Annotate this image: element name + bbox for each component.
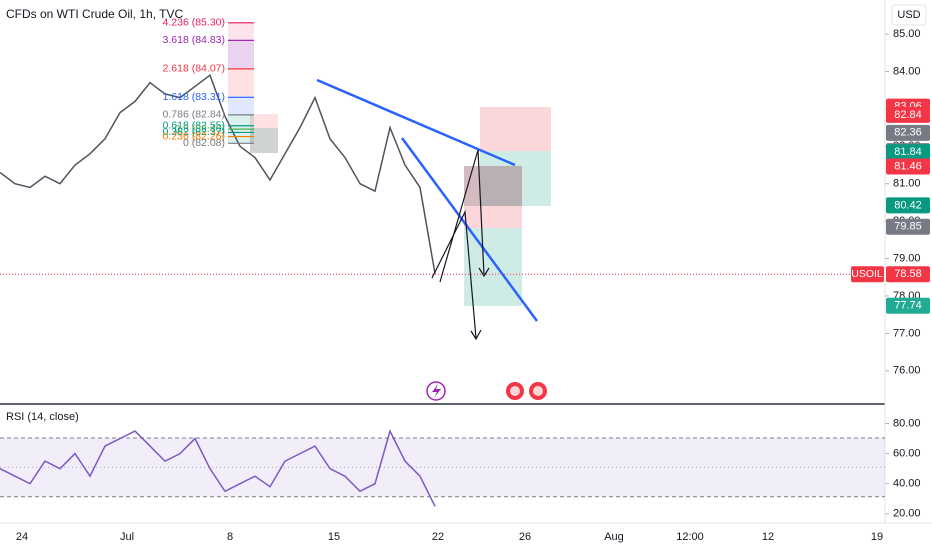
fib-zone: [228, 40, 254, 68]
chart-title: CFDs on WTI Crude Oil, 1h, TVC: [6, 7, 183, 21]
fib-zone: [228, 22, 254, 40]
fib-label: 0 (82.08): [183, 137, 225, 149]
target-zone: [480, 151, 551, 206]
price-tag-label: 80.42: [894, 199, 922, 211]
fib-label: 2.618 (84.07): [163, 63, 225, 75]
fib-label: 3.618 (84.83): [163, 34, 225, 46]
x-tick-label: 15: [328, 531, 340, 543]
fib-label: 1.618 (83.31): [163, 91, 225, 103]
fib-label: 0.382 (82.37): [163, 126, 225, 138]
price-tag: [886, 144, 930, 161]
event-icon: [533, 386, 543, 396]
price-tag-label: 81.46: [894, 160, 922, 172]
fib-zone: [228, 96, 254, 114]
target-zone: [464, 228, 522, 306]
x-tick-label: 24: [16, 531, 28, 543]
event-icon: [432, 384, 441, 398]
arrow-path: [431, 209, 477, 339]
fib-label: 0.236 (82.26): [163, 130, 225, 142]
x-tick-label: 12: [762, 531, 774, 543]
stop-zone: [480, 107, 551, 151]
x-tick-label: 19: [871, 531, 883, 543]
rsi-line: [0, 428, 436, 507]
y-tick-label: 60.00: [893, 448, 921, 460]
price-tag-label: 78.58: [894, 268, 922, 280]
price-tag: [886, 158, 930, 175]
currency: USD: [897, 9, 920, 21]
event-icon: [510, 386, 520, 396]
x-tick-label: Aug: [604, 531, 624, 543]
x-tick-label: 22: [432, 531, 444, 543]
y-tick-label: 77.00: [893, 327, 921, 339]
stop-zone: [464, 166, 522, 228]
fib-label: 0.5 (82.46): [174, 123, 225, 135]
price-line: [0, 74, 436, 274]
y-tick-label: 76.00: [893, 365, 921, 377]
price-tag-label: 77.74: [894, 300, 922, 312]
price-tag-label: 81.84: [894, 146, 922, 158]
price-tag-label: 82.36: [894, 127, 922, 139]
y-tick-label: 81.00: [893, 178, 921, 190]
target-zone: [250, 128, 278, 153]
fib-label: 4.236 (85.30): [163, 17, 225, 29]
currency-button[interactable]: [891, 4, 927, 26]
price-tag-label: 79.85: [894, 221, 922, 233]
rsi-title: RSI (14, close): [6, 411, 79, 423]
price-tag: [886, 106, 930, 123]
y-tick-label: 40.00: [893, 478, 921, 490]
arrow-head: [470, 329, 482, 341]
y-tick-label: 85.00: [893, 28, 921, 40]
price-tag-label: 82.84: [894, 109, 922, 121]
x-tick-label: 8: [227, 531, 233, 543]
y-tick-label: 84.00: [893, 65, 921, 77]
y-tick-label: 79.00: [893, 252, 921, 264]
price-tag: [886, 218, 930, 235]
stop-zone: [250, 114, 278, 153]
x-tick-label: Jul: [120, 531, 134, 543]
price-tag: [886, 297, 930, 314]
price-tag: [886, 197, 930, 214]
arrow-head: [478, 267, 490, 278]
fib-label: 0.786 (82.84): [163, 109, 225, 121]
trend-line: [316, 78, 516, 167]
price-tag: [886, 124, 930, 141]
x-tick-label: 12:00: [676, 531, 704, 543]
rsi-band: [0, 438, 885, 497]
stop-zone: [464, 166, 522, 206]
symbol-label: USOIL: [851, 268, 883, 280]
trend-line: [400, 137, 539, 322]
fib-zone: [228, 68, 254, 96]
y-tick-label: 80.00: [893, 417, 921, 429]
fib-label: 0.618 (82.55): [163, 120, 225, 132]
x-tick-label: 26: [519, 531, 531, 543]
symbol-tag: [851, 266, 884, 283]
y-tick-label: 20.00: [893, 508, 921, 520]
price-tag: [886, 266, 930, 283]
